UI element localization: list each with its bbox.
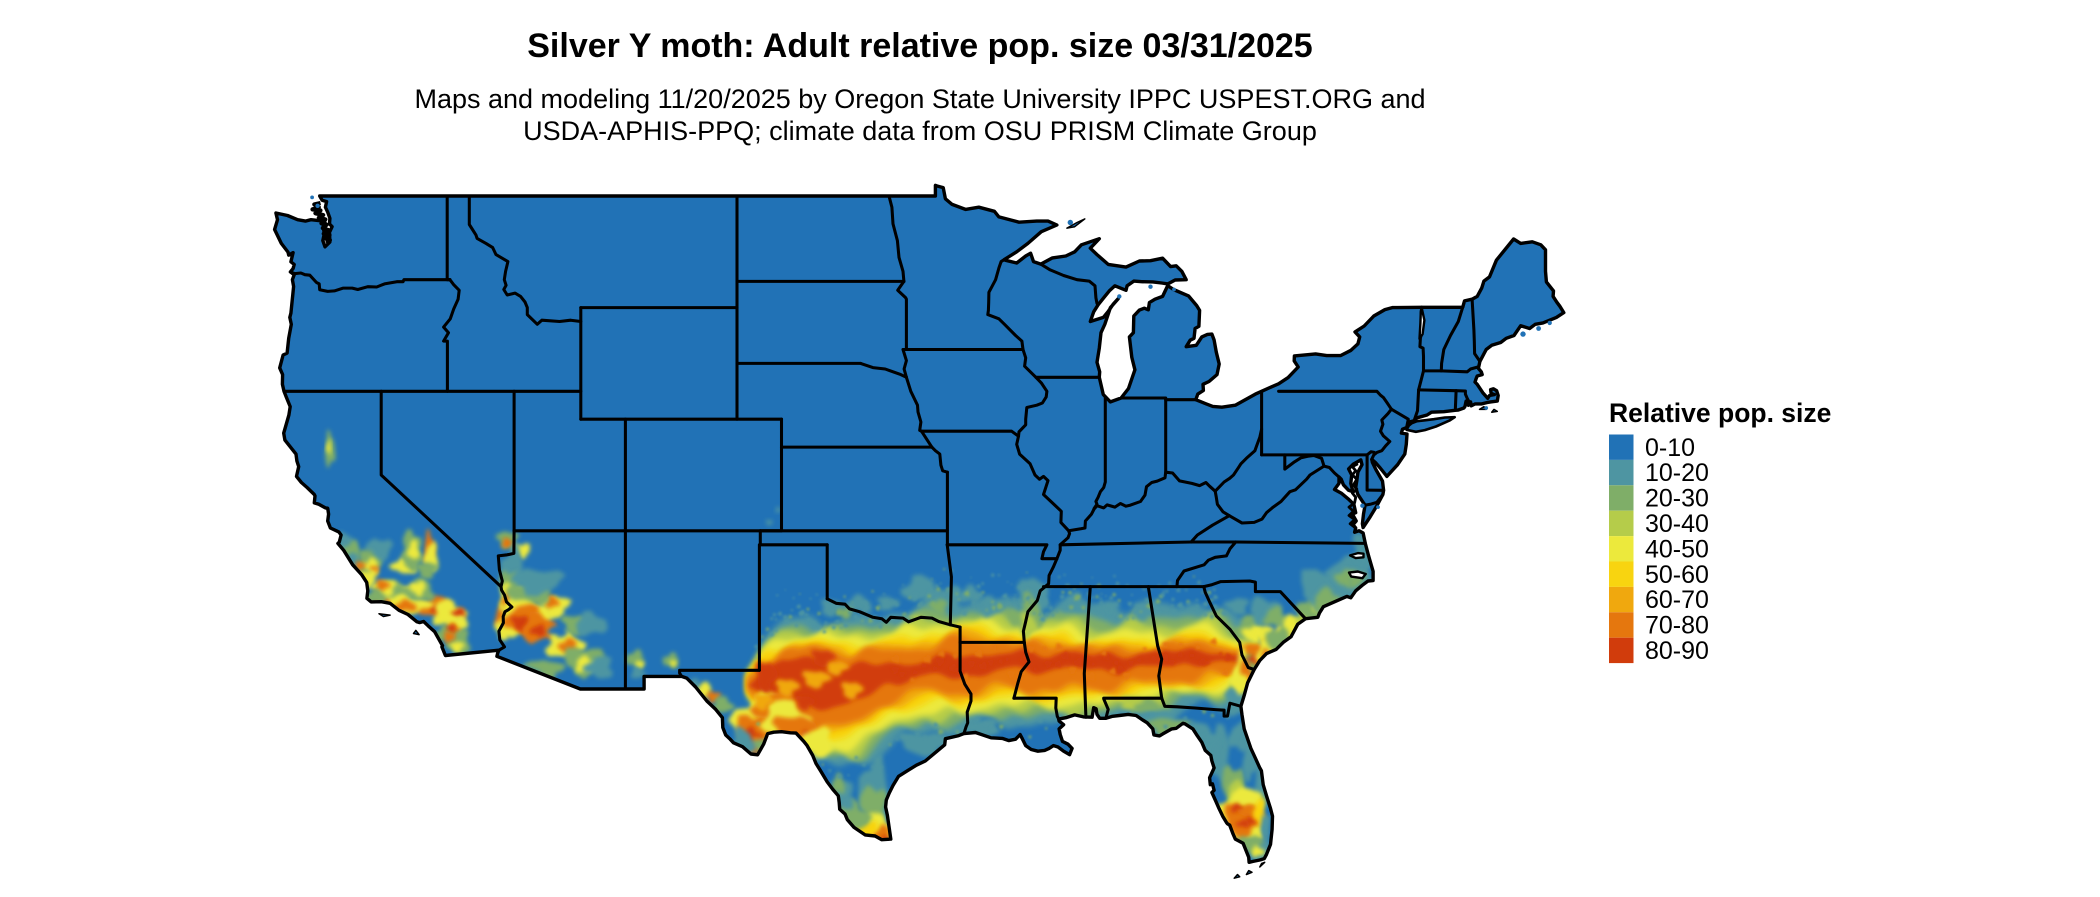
svg-text:0-10: 0-10 [1645, 434, 1695, 462]
svg-text:10-20: 10-20 [1645, 459, 1709, 487]
svg-text:20-30: 20-30 [1645, 485, 1709, 513]
svg-text:70-80: 70-80 [1645, 612, 1709, 640]
svg-text:Silver Y moth: Adult relative: Silver Y moth: Adult relative pop. size … [527, 27, 1312, 65]
svg-text:60-70: 60-70 [1645, 586, 1709, 614]
svg-text:Relative pop. size: Relative pop. size [1609, 398, 1831, 428]
svg-text:30-40: 30-40 [1645, 510, 1709, 538]
svg-text:40-50: 40-50 [1645, 535, 1709, 563]
svg-text:Maps and modeling 11/20/2025 b: Maps and modeling 11/20/2025 by Oregon S… [414, 84, 1425, 114]
svg-text:USDA-APHIS-PPQ; climate data f: USDA-APHIS-PPQ; climate data from OSU PR… [523, 116, 1317, 146]
svg-text:80-90: 80-90 [1645, 637, 1709, 665]
svg-text:50-60: 50-60 [1645, 561, 1709, 589]
